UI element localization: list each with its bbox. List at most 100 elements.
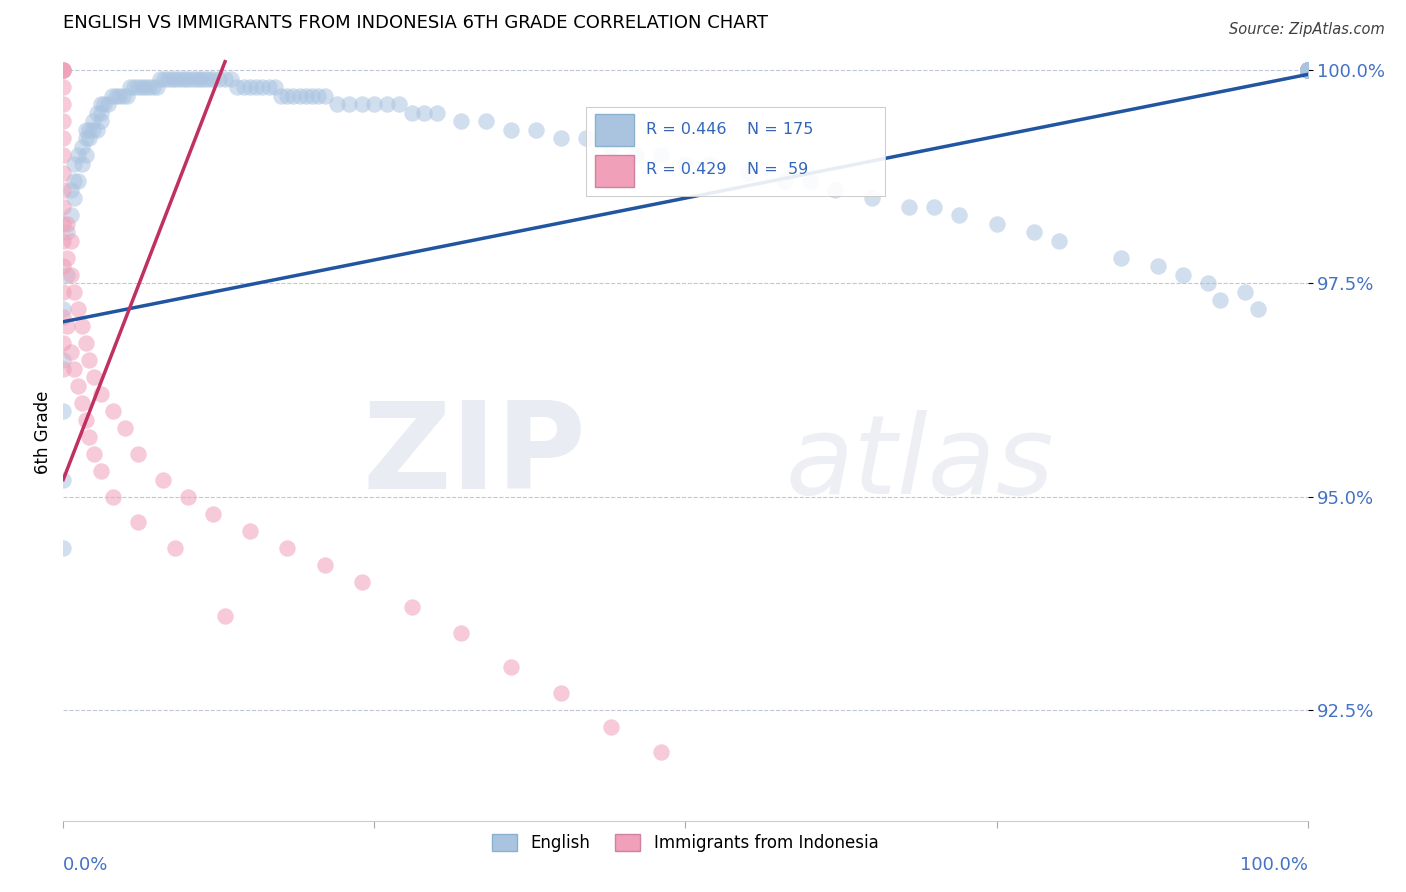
Point — [1296, 63, 1319, 78]
Point — [1296, 63, 1319, 78]
Point — [156, 71, 179, 86]
Point — [90, 114, 112, 128]
Point — [59, 208, 82, 222]
Point — [326, 97, 349, 112]
Point — [363, 97, 385, 112]
Point — [83, 447, 105, 461]
Point — [1173, 268, 1195, 282]
Point — [1234, 285, 1257, 299]
Point — [52, 63, 75, 78]
Point — [1296, 63, 1319, 78]
Point — [52, 404, 75, 418]
Point — [1109, 251, 1132, 265]
Point — [1296, 63, 1319, 78]
Point — [63, 157, 86, 171]
Point — [90, 387, 112, 401]
Point — [388, 97, 411, 112]
Point — [339, 97, 361, 112]
Point — [263, 80, 285, 95]
Point — [52, 63, 75, 78]
Point — [52, 63, 75, 78]
Point — [450, 626, 472, 640]
Point — [550, 686, 572, 700]
Point — [1296, 63, 1319, 78]
Point — [401, 600, 423, 615]
Y-axis label: 6th Grade: 6th Grade — [34, 391, 52, 475]
Point — [134, 80, 156, 95]
Point — [172, 71, 194, 86]
Point — [142, 80, 165, 95]
Point — [111, 88, 134, 103]
Point — [898, 200, 921, 214]
Point — [79, 131, 101, 145]
Point — [165, 541, 187, 555]
Point — [104, 88, 127, 103]
Point — [59, 344, 82, 359]
Point — [108, 88, 131, 103]
Point — [145, 80, 167, 95]
Point — [824, 183, 846, 197]
Point — [1296, 63, 1319, 78]
Point — [1296, 63, 1319, 78]
Point — [177, 490, 200, 504]
Text: Source: ZipAtlas.com: Source: ZipAtlas.com — [1229, 22, 1385, 37]
Point — [75, 123, 97, 137]
Point — [82, 123, 104, 137]
Point — [187, 71, 209, 86]
Point — [475, 114, 498, 128]
Point — [70, 140, 93, 154]
Point — [70, 396, 93, 410]
Point — [245, 80, 267, 95]
Point — [550, 131, 572, 145]
Point — [1296, 63, 1319, 78]
Point — [599, 720, 621, 734]
Point — [1296, 63, 1319, 78]
Point — [56, 225, 79, 239]
Point — [413, 105, 436, 120]
Point — [283, 88, 305, 103]
Point — [52, 541, 75, 555]
Point — [56, 217, 79, 231]
Point — [1296, 63, 1319, 78]
Point — [737, 165, 759, 179]
Point — [375, 97, 398, 112]
Point — [208, 71, 231, 86]
Point — [167, 71, 190, 86]
Point — [201, 71, 224, 86]
Point — [314, 558, 336, 572]
Point — [52, 234, 75, 248]
Point — [90, 97, 112, 112]
Point — [59, 183, 82, 197]
Point — [350, 574, 373, 589]
Point — [190, 71, 212, 86]
Text: ENGLISH VS IMMIGRANTS FROM INDONESIA 6TH GRADE CORRELATION CHART: ENGLISH VS IMMIGRANTS FROM INDONESIA 6TH… — [63, 14, 768, 32]
Point — [350, 97, 373, 112]
Point — [1296, 63, 1319, 78]
Point — [650, 746, 672, 760]
Point — [122, 80, 145, 95]
Point — [176, 71, 198, 86]
Point — [127, 515, 149, 529]
Point — [1296, 63, 1319, 78]
Point — [101, 490, 124, 504]
Point — [1296, 63, 1319, 78]
Point — [1296, 63, 1319, 78]
Point — [127, 80, 149, 95]
Point — [52, 473, 75, 487]
Point — [52, 336, 75, 351]
Point — [699, 157, 721, 171]
Point — [93, 97, 115, 112]
Point — [52, 301, 75, 316]
Point — [1209, 293, 1232, 308]
Point — [90, 105, 112, 120]
Point — [1296, 63, 1319, 78]
Point — [524, 123, 547, 137]
Point — [1296, 63, 1319, 78]
Point — [67, 148, 90, 162]
Point — [1296, 63, 1319, 78]
Point — [82, 114, 104, 128]
Point — [219, 71, 242, 86]
Point — [1296, 63, 1319, 78]
Point — [52, 131, 75, 145]
Text: ZIP: ZIP — [363, 398, 586, 515]
